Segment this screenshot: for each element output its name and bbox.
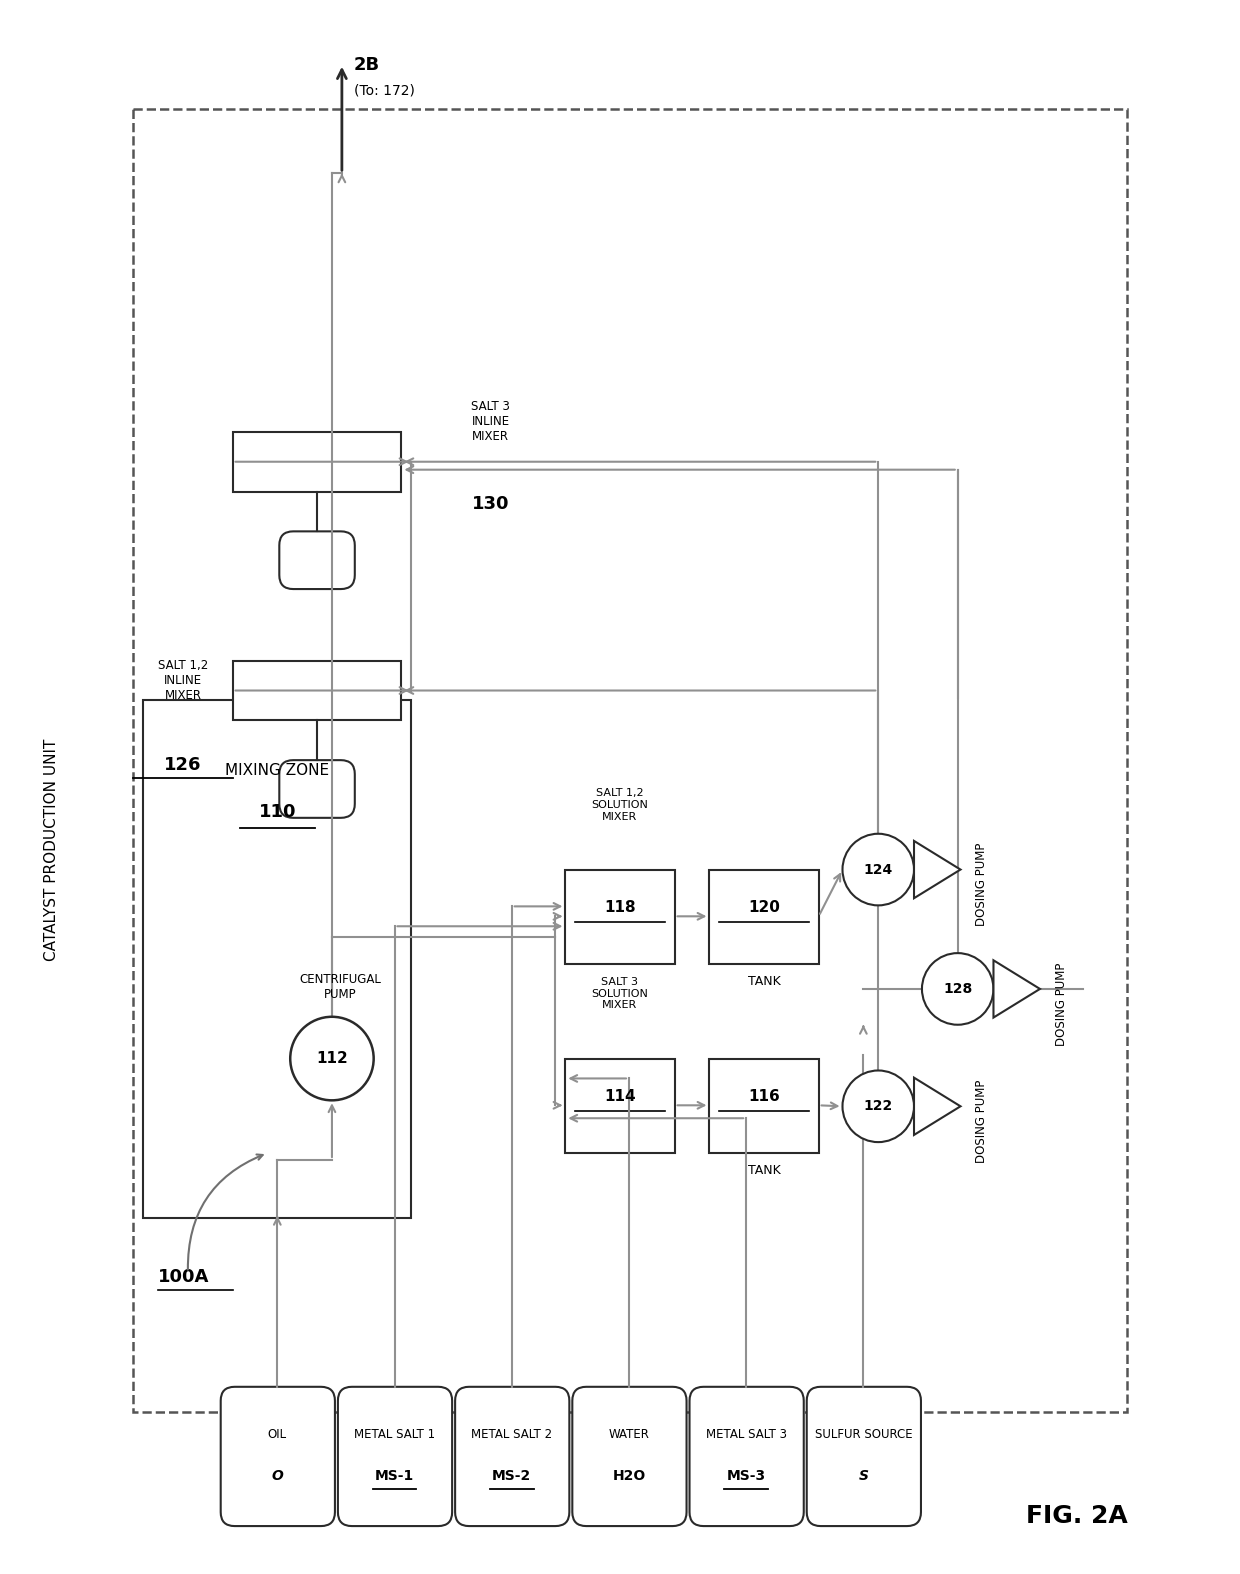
FancyBboxPatch shape [221,1387,335,1527]
Text: 110: 110 [259,803,296,822]
Text: METAL SALT 2: METAL SALT 2 [471,1428,552,1442]
Text: DOSING PUMP: DOSING PUMP [975,1080,988,1163]
Text: S: S [858,1470,868,1483]
Text: 2B: 2B [353,57,379,74]
FancyBboxPatch shape [689,1387,804,1527]
Text: 100A: 100A [159,1269,210,1286]
Text: METAL SALT 3: METAL SALT 3 [706,1428,786,1442]
Circle shape [842,834,914,905]
Polygon shape [914,841,961,899]
FancyBboxPatch shape [565,869,675,963]
FancyBboxPatch shape [339,1387,453,1527]
Polygon shape [993,960,1040,1017]
Text: 116: 116 [748,1089,780,1103]
Text: MS-2: MS-2 [492,1470,532,1483]
Text: 112: 112 [316,1051,348,1066]
Text: (To: 172): (To: 172) [353,83,414,98]
FancyBboxPatch shape [279,532,355,589]
Text: SALT 1,2
INLINE
MIXER: SALT 1,2 INLINE MIXER [157,660,208,702]
Text: METAL SALT 1: METAL SALT 1 [353,1428,435,1442]
Text: SALT 3
INLINE
MIXER: SALT 3 INLINE MIXER [471,400,511,444]
FancyBboxPatch shape [233,431,402,491]
Circle shape [923,954,993,1025]
Text: SALT 3
SOLUTION
MIXER: SALT 3 SOLUTION MIXER [591,977,649,1011]
FancyBboxPatch shape [144,700,412,1218]
Text: 122: 122 [863,1099,893,1113]
Text: O: O [272,1470,283,1483]
Text: H2O: H2O [613,1470,646,1483]
FancyBboxPatch shape [455,1387,569,1527]
Text: DOSING PUMP: DOSING PUMP [975,842,988,926]
Text: WATER: WATER [609,1428,650,1442]
Text: 128: 128 [944,982,972,996]
Polygon shape [914,1078,961,1135]
FancyBboxPatch shape [233,661,402,721]
Circle shape [842,1070,914,1143]
Text: 126: 126 [164,756,202,774]
Text: 120: 120 [748,900,780,914]
Text: SALT 1,2
SOLUTION
MIXER: SALT 1,2 SOLUTION MIXER [591,789,649,822]
Circle shape [290,1017,373,1100]
Text: SULFUR SOURCE: SULFUR SOURCE [815,1428,913,1442]
FancyBboxPatch shape [709,1059,818,1154]
Text: OIL: OIL [268,1428,286,1442]
Text: MS-3: MS-3 [727,1470,766,1483]
FancyBboxPatch shape [573,1387,687,1527]
FancyBboxPatch shape [279,760,355,818]
Text: CATALYST PRODUCTION UNIT: CATALYST PRODUCTION UNIT [45,738,60,960]
FancyBboxPatch shape [565,1059,675,1154]
Text: CENTRIFUGAL
PUMP: CENTRIFUGAL PUMP [299,973,381,1001]
FancyBboxPatch shape [709,869,818,963]
Text: 114: 114 [604,1089,636,1103]
Text: TANK: TANK [748,976,780,988]
Text: MIXING ZONE: MIXING ZONE [226,762,330,778]
Text: MS-1: MS-1 [374,1470,414,1483]
Text: DOSING PUMP: DOSING PUMP [1054,962,1068,1045]
Text: 118: 118 [604,900,636,914]
Text: 124: 124 [863,863,893,877]
FancyBboxPatch shape [807,1387,921,1527]
Text: FIG. 2A: FIG. 2A [1025,1505,1128,1528]
Text: TANK: TANK [748,1165,780,1177]
Text: 130: 130 [472,494,510,513]
